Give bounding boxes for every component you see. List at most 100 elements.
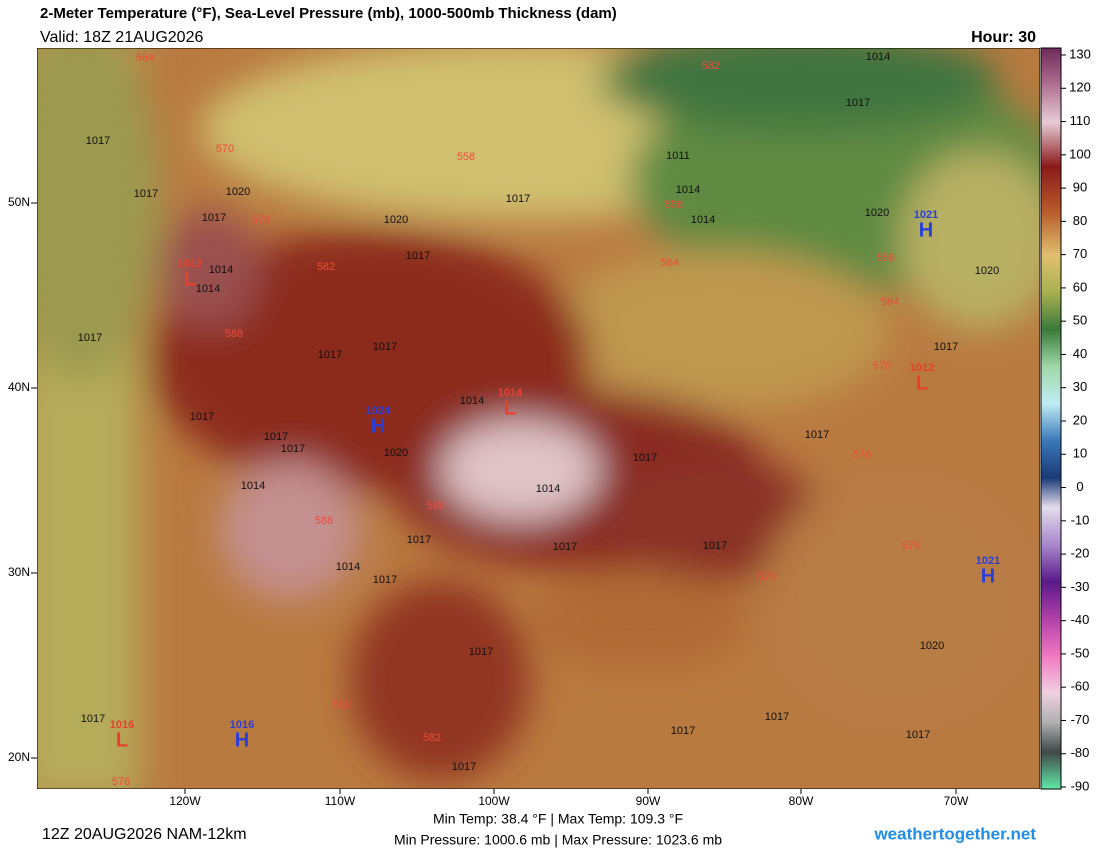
isobar-label: 1017: [318, 349, 342, 361]
colorbar-label: 10: [1073, 446, 1087, 461]
pressure-center-value: 1014: [498, 387, 523, 399]
isobar-label: 1017: [264, 431, 288, 443]
isobar-label: 1017: [281, 443, 305, 455]
isobar-label: 1014: [209, 264, 233, 276]
isobar-label: 1017: [633, 452, 657, 464]
lat-label: 30N: [8, 565, 30, 579]
colorbar-label: 40: [1073, 346, 1087, 361]
isobar-label: 1017: [407, 534, 431, 546]
pressure-center-value: 1021: [914, 209, 938, 221]
pressure-center-value: 1016: [110, 719, 134, 731]
thickness-label: 576: [853, 449, 871, 461]
forecast-hour: Hour: 30: [971, 29, 1036, 46]
isobar-label: 1017: [86, 135, 110, 147]
thickness-label: 588: [427, 500, 445, 512]
isobar-label: 1017: [190, 411, 214, 423]
pressure-center-symbol: L: [116, 729, 128, 751]
colorbar-label: -80: [1071, 745, 1090, 760]
isobar-label: 1020: [975, 265, 999, 277]
title: 2-Meter Temperature (°F), Sea-Level Pres…: [40, 5, 617, 22]
isobar-label: 1014: [536, 483, 560, 495]
colorbar-label: 30: [1073, 379, 1087, 394]
thickness-label: 570: [873, 360, 891, 372]
isobar-label: 1017: [134, 188, 158, 200]
isobar-label: 1017: [469, 646, 493, 658]
map-field: [37, 48, 1040, 789]
isobar-label: 1014: [460, 395, 484, 407]
isobar-label: 1020: [384, 214, 408, 226]
pressure-center-value: 1021: [976, 555, 1000, 567]
isobar-label: 1017: [934, 341, 958, 353]
isobar-label: 1020: [865, 207, 889, 219]
thickness-label: 582: [317, 261, 335, 273]
pressure-range: Min Pressure: 1000.6 mb | Max Pressure: …: [394, 832, 722, 848]
isobar-label: 1014: [676, 184, 700, 196]
pressure-center-value: 1012: [910, 362, 934, 374]
thickness-label: 582: [702, 60, 720, 72]
isobar-label: 1020: [384, 447, 408, 459]
colorbar-label: 100: [1069, 146, 1091, 161]
thickness-label: 576: [902, 540, 920, 552]
thickness-label: 558: [665, 199, 683, 211]
pressure-center-symbol: L: [504, 397, 516, 419]
isobar-label: 1020: [226, 186, 250, 198]
isobar-label: 1014: [691, 214, 715, 226]
isobar-label: 1017: [846, 97, 870, 109]
pressure-center-value: 1012: [178, 258, 202, 270]
colorbar-label: -90: [1071, 778, 1090, 793]
isobar-label: 1017: [406, 250, 430, 262]
pressure-center-symbol: H: [371, 415, 385, 437]
isobar-label: 1017: [553, 541, 577, 553]
isobar-label: 1017: [81, 713, 105, 725]
colorbar-label: 0: [1076, 479, 1083, 494]
thickness-label: 576: [252, 214, 270, 226]
colorbar-label: -70: [1071, 712, 1090, 727]
colorbar: [1040, 47, 1062, 790]
isobar-label: 1017: [452, 761, 476, 773]
pressure-center-value: 1016: [230, 719, 254, 731]
pressure-center-symbol: L: [916, 372, 928, 394]
thickness-label: 576: [758, 571, 776, 583]
lat-label: 40N: [8, 380, 30, 394]
pressure-center-symbol: H: [919, 219, 933, 241]
thickness-label: 564: [661, 257, 679, 269]
isobar-label: 1017: [202, 212, 226, 224]
thickness-label: 582: [333, 699, 351, 711]
isobar-label: 1014: [336, 561, 360, 573]
lon-label: 70W: [944, 794, 969, 808]
isobar-label: 1017: [671, 725, 695, 737]
isobar-label: 1011: [666, 150, 690, 162]
isobar-label: 1017: [506, 193, 530, 205]
colorbar-label: 130: [1069, 46, 1091, 61]
thickness-label: 588: [225, 328, 243, 340]
isobar-label: 1017: [78, 332, 102, 344]
lon-label: 100W: [478, 794, 510, 808]
isobar-label: 1017: [373, 341, 397, 353]
colorbar-label: 70: [1073, 246, 1087, 261]
colorbar-label: 20: [1073, 412, 1087, 427]
thickness-label: 564: [881, 296, 899, 308]
isobar-label: 1014: [196, 283, 220, 295]
colorbar-label: 110: [1070, 113, 1091, 128]
thickness-label: 576: [112, 776, 130, 788]
colorbar-label: -10: [1071, 512, 1090, 527]
colorbar-label: -40: [1071, 612, 1090, 627]
model-run: 12Z 20AUG2026 NAM-12km: [42, 826, 247, 843]
thickness-label: 588: [315, 515, 333, 527]
pressure-center-value: 1024: [366, 405, 391, 417]
isobar-label: 1017: [805, 429, 829, 441]
isobar-label: 1017: [765, 711, 789, 723]
pressure-center-symbol: H: [235, 729, 249, 751]
site-credit: weathertogether.net: [873, 824, 1036, 843]
isobar-label: 1014: [241, 480, 265, 492]
valid-time: Valid: 18Z 21AUG2026: [40, 29, 203, 46]
colorbar-label: 60: [1073, 279, 1087, 294]
colorbar-label: -60: [1071, 679, 1090, 694]
temp-range: Min Temp: 38.4 °F | Max Temp: 109.3 °F: [433, 811, 683, 827]
colorbar-label: 120: [1069, 80, 1091, 95]
isobar-label: 1014: [866, 51, 890, 63]
lon-label: 120W: [169, 794, 201, 808]
colorbar-label: 80: [1073, 213, 1087, 228]
colorbar-label: 50: [1073, 313, 1087, 328]
